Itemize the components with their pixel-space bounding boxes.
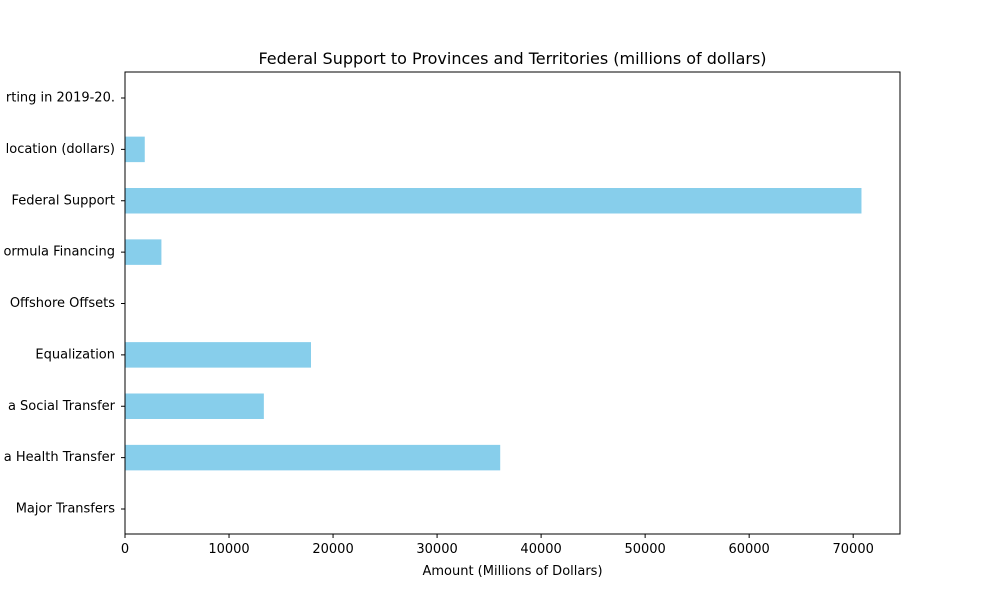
chart-title: Federal Support to Provinces and Territo… [258, 49, 766, 68]
x-tick-label: 30000 [416, 542, 457, 557]
x-tick-label: 50000 [624, 542, 665, 557]
bar [125, 136, 145, 163]
bar [125, 239, 162, 265]
y-tick-label: rting in 2019-20. [6, 91, 115, 106]
x-axis: 0 10000 20000 30000 40000 50000 60000 70000 [121, 534, 874, 557]
x-axis-label: Amount (Millions of Dollars) [422, 564, 602, 579]
y-tick-label: Offshore Offsets [10, 296, 115, 311]
x-tick-label: 10000 [208, 542, 249, 557]
bar [125, 342, 311, 368]
x-tick-label: 70000 [833, 542, 874, 557]
y-tick-label: a Health Transfer [4, 450, 116, 465]
bar [125, 393, 264, 419]
x-tick-label: 0 [121, 542, 129, 557]
y-tick-label: Federal Support [12, 193, 115, 208]
x-tick-label: 60000 [728, 542, 769, 557]
y-axis: Major Transfers a Health Transfer a Social… [3, 91, 125, 517]
y-tick-label: a Social Transfer [8, 399, 116, 414]
y-tick-label: location (dollars) [6, 142, 115, 157]
x-tick-label: 20000 [312, 542, 353, 557]
x-tick-label: 40000 [520, 542, 561, 557]
bar [125, 444, 501, 471]
y-tick-label: Equalization [35, 347, 115, 362]
y-tick-label: ormula Financing [3, 245, 115, 260]
y-tick-label: Major Transfers [16, 502, 115, 517]
bars-layer [125, 136, 862, 471]
bar [125, 188, 862, 214]
